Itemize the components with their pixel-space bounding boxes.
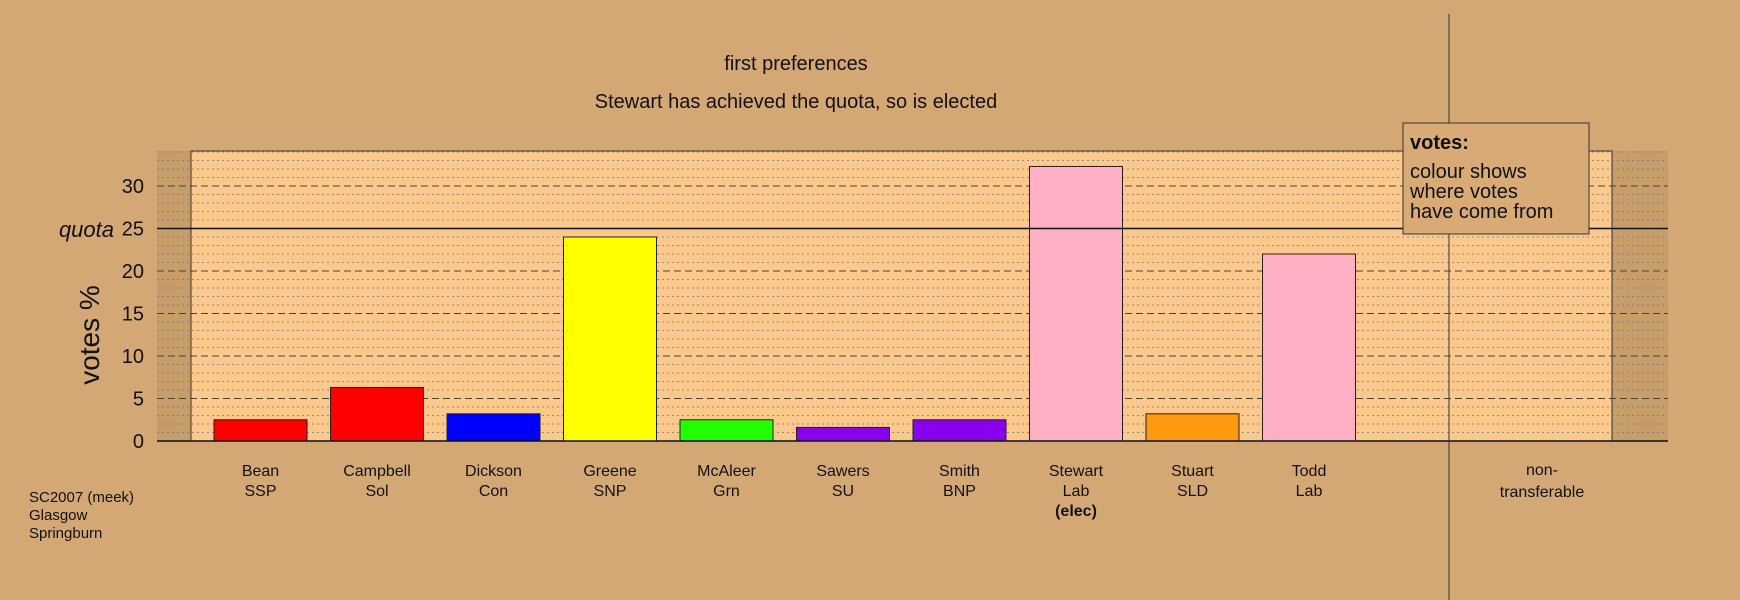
y-tick-label: 10	[122, 346, 144, 368]
chart-subtitle: Stewart has achieved the quota, so is el…	[595, 91, 997, 113]
category-party-label: Con	[479, 483, 508, 500]
category-party-label: Grn	[713, 483, 740, 500]
bar-todd	[1262, 253, 1356, 442]
y-axis-label: votes %	[74, 285, 105, 385]
y-tick-label: 30	[122, 176, 144, 198]
category-party-label: Sol	[365, 483, 388, 500]
grid-lines	[157, 151, 1668, 433]
category-party-label: SSP	[244, 483, 276, 500]
category-name-label: Sawers	[816, 463, 869, 480]
plot-inner-box	[190, 150, 1613, 442]
footnote-line-1: SC2007 (meek)	[29, 489, 134, 506]
category-party-label: SNP	[594, 483, 627, 500]
category-party-label: Lab	[1296, 483, 1323, 500]
category-name-label: Todd	[1292, 463, 1327, 480]
category-party-label: SLD	[1177, 483, 1208, 500]
bar-stuart	[1145, 413, 1240, 442]
bar-dickson	[446, 413, 541, 442]
bar-bean	[213, 419, 308, 442]
legend-line-3: have come from	[1410, 201, 1553, 223]
bar-greene	[563, 236, 657, 442]
category-name-label: Stuart	[1171, 463, 1214, 480]
y-tick-labels: 0 5 10 15 20 25 30	[122, 176, 144, 453]
legend-frame	[1402, 122, 1590, 235]
nontransferable-label-line1: non-	[1526, 462, 1558, 479]
category-party-label: SU	[832, 483, 854, 500]
category-name-label: Dickson	[465, 463, 522, 480]
legend-box: votes: colour shows where votes have com…	[1402, 122, 1590, 235]
chart-title: first preferences	[724, 53, 867, 75]
category-name-label: Bean	[242, 463, 279, 480]
legend-line-1: colour shows	[1410, 161, 1527, 183]
category-party-label: Lab	[1063, 483, 1090, 500]
category-status-label: (elec)	[1055, 503, 1097, 520]
category-name-label: Campbell	[343, 463, 411, 480]
category-name-label: Greene	[583, 463, 636, 480]
bar-mcaleer	[679, 419, 774, 442]
category-name-label: Stewart	[1049, 463, 1104, 480]
legend-title: votes:	[1410, 132, 1469, 154]
footnote-line-3: Springburn	[29, 525, 102, 542]
y-tick-label: 0	[133, 431, 144, 453]
nontransferable-label-line2: transferable	[1500, 484, 1585, 501]
category-name-label: McAleer	[697, 463, 756, 480]
bars	[213, 165, 1356, 442]
bar-stewart	[1029, 165, 1123, 442]
y-tick-label: 15	[122, 304, 144, 326]
bar-campbell	[330, 386, 424, 442]
footnote: SC2007 (meek) Glasgow Springburn	[29, 489, 134, 542]
category-labels: Bean SSP Campbell Sol Dickson Con Greene SNP McA…	[242, 463, 1327, 520]
bar-smith	[912, 419, 1007, 442]
bar-sawers	[796, 426, 890, 442]
y-tick-label: 20	[122, 261, 144, 283]
legend-line-2: where votes	[1409, 181, 1518, 203]
y-tick-label: 5	[133, 389, 144, 411]
category-name-label: Smith	[939, 463, 980, 480]
footnote-line-2: Glasgow	[29, 507, 88, 524]
quota-label: quota	[59, 217, 114, 242]
category-party-label: BNP	[943, 483, 976, 500]
y-tick-label: 25	[122, 219, 144, 241]
